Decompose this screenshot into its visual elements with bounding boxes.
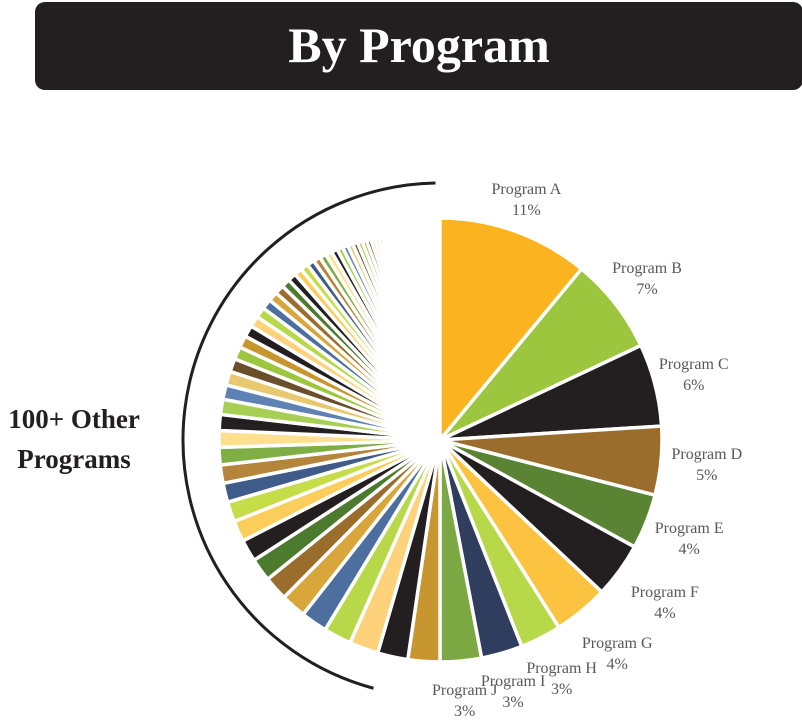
slice-label-program-f: Program F 4% (631, 582, 699, 624)
slice-label-value: 11% (512, 202, 541, 220)
page-title: By Program (288, 17, 550, 73)
slice-label-program-e: Program E 4% (655, 518, 724, 560)
pie-slice-other (430, 242, 442, 442)
slice-label-value: 4% (606, 656, 628, 674)
slice-label-program-h: Program H 3% (526, 658, 597, 700)
slice-label-value: 6% (683, 376, 705, 394)
slice-label-name: Program F (630, 584, 699, 602)
slice-label-program-a: Program A 11% (491, 179, 561, 221)
other-programs-label-line1: 100+ Other (8, 404, 140, 434)
slice-label-name: Program G (581, 635, 653, 653)
title-banner: By Program (35, 2, 802, 90)
slice-label-name: Program I (480, 672, 546, 690)
slice-label-program-i: Program I 3% (481, 671, 545, 713)
slice-label-program-c: Program C 6% (659, 354, 729, 396)
pie-slice-program-a (438, 216, 584, 442)
slice-label-name: Program A (491, 181, 562, 199)
slice-label-value: 5% (696, 467, 718, 485)
slice-label-value: 4% (678, 540, 700, 558)
slice-label-program-j: Program J 3% (432, 680, 497, 722)
slice-label-value: 4% (654, 605, 676, 623)
other-programs-label-line2: Programs (17, 444, 131, 474)
slice-label-program-d: Program D 5% (671, 444, 742, 486)
slice-label-name: Program D (671, 446, 743, 464)
slice-label-value: 3% (453, 702, 476, 720)
pie-slices (217, 216, 664, 664)
slice-label-value: 3% (550, 680, 573, 698)
slice-label-name: Program J (431, 681, 498, 699)
other-programs-label: 100+ Other Programs (0, 399, 148, 479)
slice-label-value: 3% (502, 693, 524, 711)
slice-label-name: Program H (526, 659, 597, 677)
slice-label-value: 7% (636, 281, 658, 299)
other-programs-bracket (181, 181, 436, 690)
slice-label-program-b: Program B 7% (612, 258, 682, 300)
slice-label-name: Program E (654, 519, 724, 537)
slice-label-name: Program B (612, 260, 682, 278)
slice-label-program-g: Program G 4% (582, 633, 653, 675)
slice-label-name: Program C (658, 355, 729, 373)
